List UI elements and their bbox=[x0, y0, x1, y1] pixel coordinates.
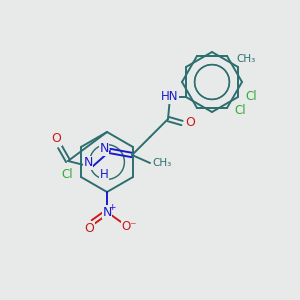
Text: O: O bbox=[185, 116, 195, 130]
Text: Cl: Cl bbox=[234, 104, 246, 118]
Text: H: H bbox=[100, 169, 108, 182]
Text: Cl: Cl bbox=[245, 91, 257, 103]
Text: +: + bbox=[108, 203, 116, 212]
Text: N: N bbox=[99, 142, 109, 155]
Text: N: N bbox=[102, 206, 112, 218]
Text: HN: HN bbox=[161, 91, 179, 103]
Text: CH₃: CH₃ bbox=[236, 54, 256, 64]
Text: CH₃: CH₃ bbox=[152, 158, 172, 168]
Text: O: O bbox=[51, 133, 61, 146]
Text: O: O bbox=[84, 221, 94, 235]
Text: O⁻: O⁻ bbox=[121, 220, 137, 233]
Text: Cl: Cl bbox=[61, 169, 73, 182]
Text: N: N bbox=[83, 157, 93, 169]
